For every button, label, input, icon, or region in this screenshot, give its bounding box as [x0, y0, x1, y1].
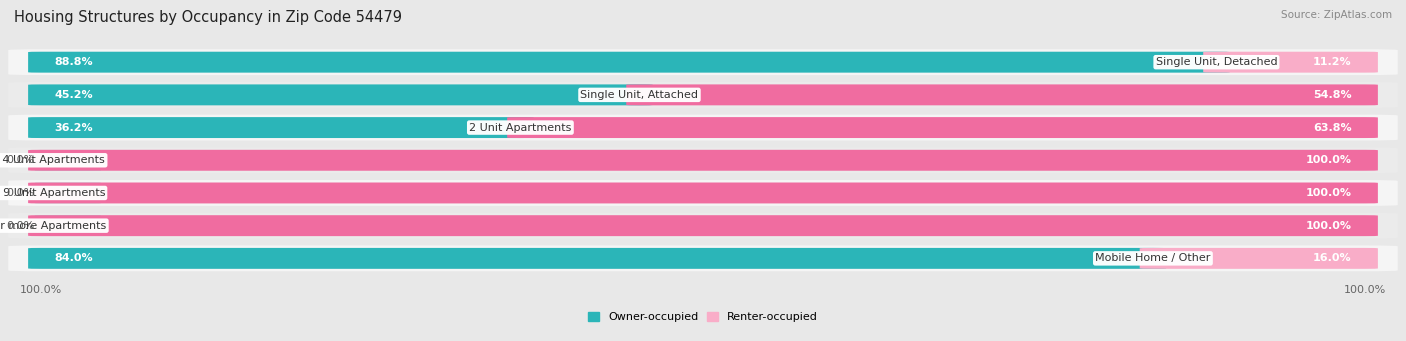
Text: 2 Unit Apartments: 2 Unit Apartments [470, 122, 572, 133]
Text: Mobile Home / Other: Mobile Home / Other [1095, 253, 1211, 263]
Text: 100.0%: 100.0% [1305, 221, 1351, 231]
FancyBboxPatch shape [35, 150, 101, 170]
FancyBboxPatch shape [28, 248, 1166, 269]
FancyBboxPatch shape [8, 180, 1398, 206]
FancyBboxPatch shape [1204, 52, 1378, 73]
Text: 11.2%: 11.2% [1313, 57, 1351, 67]
Text: Single Unit, Detached: Single Unit, Detached [1156, 57, 1277, 67]
FancyBboxPatch shape [8, 82, 1398, 108]
Text: 10 or more Apartments: 10 or more Apartments [0, 221, 107, 231]
Text: 16.0%: 16.0% [1313, 253, 1351, 263]
FancyBboxPatch shape [28, 215, 1378, 236]
FancyBboxPatch shape [626, 85, 1378, 105]
FancyBboxPatch shape [28, 150, 1378, 171]
Text: 0.0%: 0.0% [7, 188, 35, 198]
FancyBboxPatch shape [8, 147, 1398, 173]
FancyBboxPatch shape [35, 216, 101, 236]
Text: 88.8%: 88.8% [55, 57, 93, 67]
Text: 3 or 4 Unit Apartments: 3 or 4 Unit Apartments [0, 155, 105, 165]
FancyBboxPatch shape [508, 117, 1378, 138]
Text: 100.0%: 100.0% [1305, 155, 1351, 165]
FancyBboxPatch shape [8, 213, 1398, 239]
Text: Source: ZipAtlas.com: Source: ZipAtlas.com [1281, 10, 1392, 20]
FancyBboxPatch shape [28, 117, 534, 138]
Text: 54.8%: 54.8% [1313, 90, 1351, 100]
FancyBboxPatch shape [28, 85, 652, 105]
Text: 100.0%: 100.0% [1305, 188, 1351, 198]
Text: 84.0%: 84.0% [55, 253, 93, 263]
Text: 63.8%: 63.8% [1313, 122, 1351, 133]
Text: 36.2%: 36.2% [55, 122, 93, 133]
FancyBboxPatch shape [35, 183, 101, 203]
FancyBboxPatch shape [28, 182, 1378, 204]
FancyBboxPatch shape [8, 115, 1398, 140]
Text: 0.0%: 0.0% [7, 155, 35, 165]
Legend: Owner-occupied, Renter-occupied: Owner-occupied, Renter-occupied [583, 308, 823, 327]
FancyBboxPatch shape [8, 49, 1398, 75]
FancyBboxPatch shape [1140, 248, 1378, 269]
FancyBboxPatch shape [8, 246, 1398, 271]
Text: 0.0%: 0.0% [7, 221, 35, 231]
FancyBboxPatch shape [28, 52, 1230, 73]
Text: 45.2%: 45.2% [55, 90, 93, 100]
Text: 5 to 9 Unit Apartments: 5 to 9 Unit Apartments [0, 188, 105, 198]
Text: Housing Structures by Occupancy in Zip Code 54479: Housing Structures by Occupancy in Zip C… [14, 10, 402, 25]
Text: Single Unit, Attached: Single Unit, Attached [581, 90, 699, 100]
